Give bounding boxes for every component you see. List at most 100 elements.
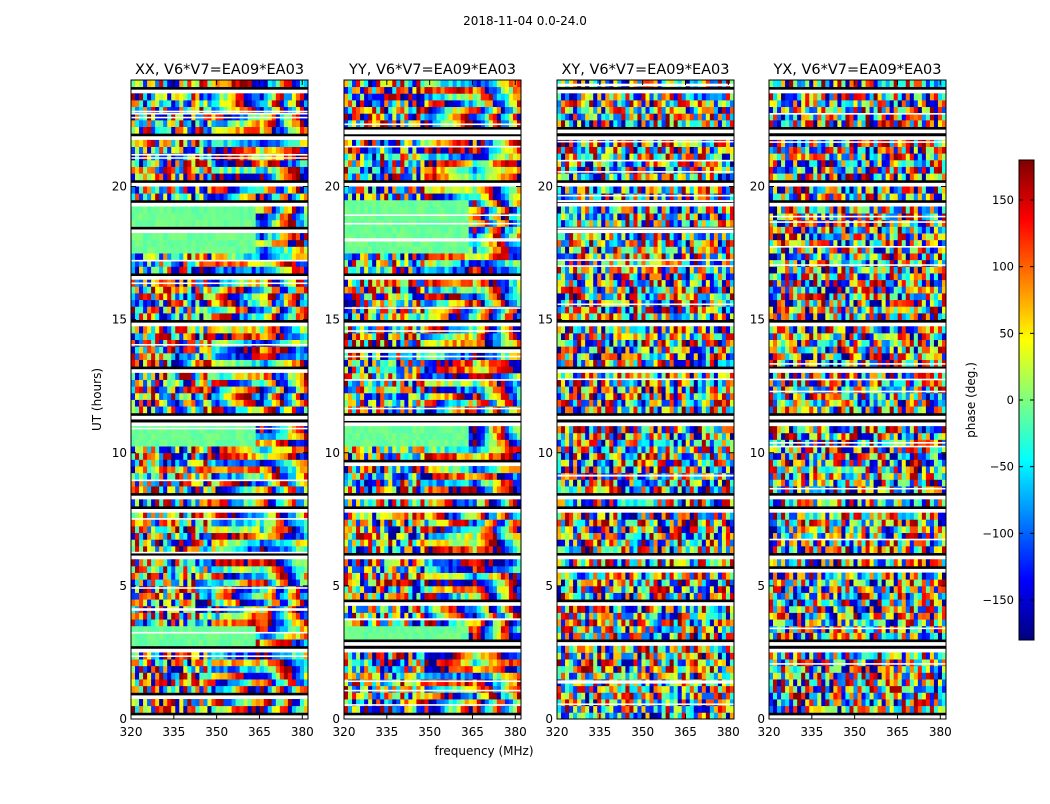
heatmap-cell — [485, 513, 489, 520]
heatmap-cell — [280, 160, 284, 167]
heatmap-cell — [224, 459, 228, 466]
heatmap-cell — [155, 147, 159, 154]
heatmap-cell — [215, 686, 219, 693]
heatmap-cell — [505, 473, 509, 480]
heatmap-cell — [276, 526, 280, 533]
heatmap-cell — [276, 300, 280, 307]
heatmap-cell — [280, 566, 284, 573]
heatmap-cell — [420, 466, 424, 473]
heatmap-cell — [268, 220, 272, 227]
heatmap-cell — [501, 672, 505, 679]
heatmap-cell — [187, 706, 191, 713]
heatmap-cell — [240, 626, 244, 633]
heatmap-cell — [187, 293, 191, 300]
heatmap-cell — [155, 213, 159, 220]
heatmap-cell — [135, 127, 139, 134]
heatmap-cell — [199, 632, 203, 639]
heatmap-cell — [260, 107, 264, 114]
heatmap-cell — [248, 313, 252, 320]
heatmap-cell — [256, 446, 260, 453]
heatmap-cell — [268, 253, 272, 260]
heatmap-cell — [203, 666, 207, 673]
heatmap-cell — [207, 266, 211, 273]
heatmap-cell — [139, 639, 143, 646]
heatmap-cell — [215, 306, 219, 313]
heatmap-cell — [372, 659, 376, 666]
heatmap-cell — [207, 206, 211, 213]
heatmap-cell — [497, 666, 501, 673]
heatmap-cell — [300, 706, 304, 713]
heatmap-cell — [167, 286, 171, 293]
heatmap-cell — [505, 672, 509, 679]
heatmap-cell — [300, 187, 304, 194]
heatmap-cell — [485, 692, 489, 699]
heatmap-cell — [288, 120, 292, 127]
heatmap-cell — [344, 632, 348, 639]
heatmap-cell — [171, 393, 175, 400]
heatmap-cell — [513, 652, 517, 659]
heatmap-cell — [220, 446, 224, 453]
heatmap-cell — [139, 333, 143, 340]
heatmap-cell — [252, 380, 256, 387]
heatmap-cell — [412, 519, 416, 526]
heatmap-cell — [220, 206, 224, 213]
heatmap-cell — [376, 659, 380, 666]
heatmap-cell — [300, 613, 304, 620]
heatmap-cell — [143, 380, 147, 387]
heatmap-cell — [280, 187, 284, 194]
heatmap-cell — [288, 433, 292, 440]
heatmap-cell — [147, 233, 151, 240]
heatmap-cell — [131, 466, 135, 473]
heatmap-cell — [416, 706, 420, 713]
heatmap-cell — [493, 513, 497, 520]
heatmap-cell — [372, 626, 376, 633]
heatmap-cell — [187, 679, 191, 686]
heatmap-cell — [163, 80, 167, 87]
heatmap-cell — [240, 466, 244, 473]
heatmap-cell — [215, 566, 219, 573]
heatmap-cell — [207, 246, 211, 253]
heatmap-cell — [135, 639, 139, 646]
heatmap-cell — [224, 639, 228, 646]
heatmap-cell — [191, 559, 195, 566]
heatmap-cell — [163, 573, 167, 580]
heatmap-cell — [163, 187, 167, 194]
heatmap-cell — [228, 240, 232, 247]
heatmap-cell — [276, 626, 280, 633]
heatmap-cell — [211, 167, 215, 174]
heatmap-cell — [509, 632, 513, 639]
heatmap-cell — [207, 167, 211, 174]
heatmap-cell — [139, 473, 143, 480]
heatmap-cell — [268, 206, 272, 213]
heatmap-cell — [360, 606, 364, 613]
heatmap-cell — [300, 539, 304, 546]
heatmap-cell — [272, 160, 276, 167]
heatmap-cell — [139, 426, 143, 433]
heatmap-cell — [272, 639, 276, 646]
heatmap-cell — [272, 446, 276, 453]
heatmap-cell — [264, 300, 268, 307]
heatmap-cell — [485, 539, 489, 546]
heatmap-cell — [276, 220, 280, 227]
heatmap-cell — [244, 533, 248, 540]
heatmap-cell — [147, 373, 151, 380]
heatmap-cell — [211, 246, 215, 253]
heatmap-cell — [376, 519, 380, 526]
heatmap-cell — [244, 120, 248, 127]
heatmap-cell — [420, 473, 424, 480]
heatmap-cell — [248, 206, 252, 213]
heatmap-cell — [412, 632, 416, 639]
heatmap-cell — [167, 346, 171, 353]
heatmap-cell — [199, 206, 203, 213]
heatmap-cell — [296, 706, 300, 713]
heatmap-cell — [296, 632, 300, 639]
heatmap-cell — [372, 513, 376, 520]
heatmap-cell — [215, 326, 219, 333]
heatmap-cell — [388, 479, 392, 486]
heatmap-cell — [159, 400, 163, 407]
heatmap-cell — [264, 80, 268, 87]
heatmap-cell — [244, 626, 248, 633]
heatmap-cell — [220, 453, 224, 460]
heatmap-cell — [175, 393, 179, 400]
heatmap-cell — [513, 539, 517, 546]
